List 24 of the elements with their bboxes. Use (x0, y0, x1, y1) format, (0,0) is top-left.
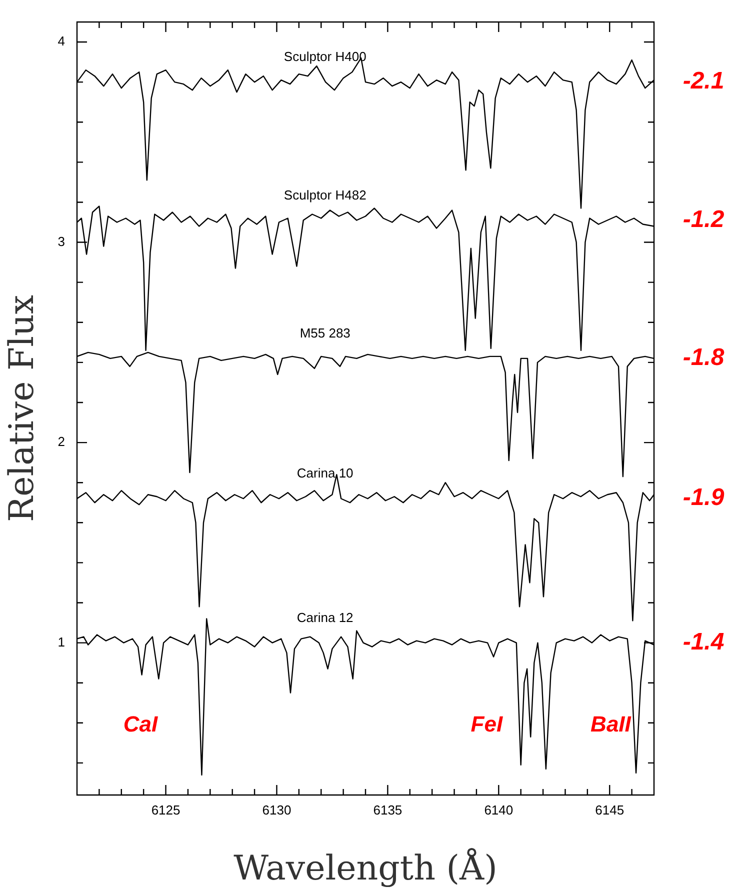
x-axis-title: Wavelength (Å) (234, 847, 498, 888)
x-tick-label: 6135 (373, 802, 402, 818)
series-label: Sculptor H400 (284, 49, 366, 64)
series-label: Carina 10 (296, 466, 354, 481)
text: -1.8 (682, 344, 725, 372)
annotation: BaII (590, 711, 632, 736)
text: -1.2 (682, 206, 725, 233)
x-tick-label: 6145 (595, 802, 624, 818)
y-tick-label: 4 (58, 34, 65, 49)
annotation: CaI (123, 711, 158, 736)
y-axis-title: Relative Flux (2, 294, 42, 522)
x-tick-label: 6125 (151, 802, 180, 818)
x-tick-label: 6140 (484, 802, 514, 818)
x-tick-label: 6130 (262, 802, 292, 818)
y-tick-label: 2 (58, 434, 65, 450)
series-label: Sculptor H482 (284, 187, 366, 202)
text: -2.1 (682, 68, 724, 95)
series-label: Carina 12 (296, 610, 354, 625)
annotation: FeI (470, 711, 504, 736)
text: -1.9 (682, 484, 725, 512)
y-tick-label: 1 (58, 634, 65, 650)
text: -1.4 (682, 628, 724, 656)
y-tick-label: 3 (58, 234, 65, 249)
series-label: M55 283 (300, 326, 350, 341)
